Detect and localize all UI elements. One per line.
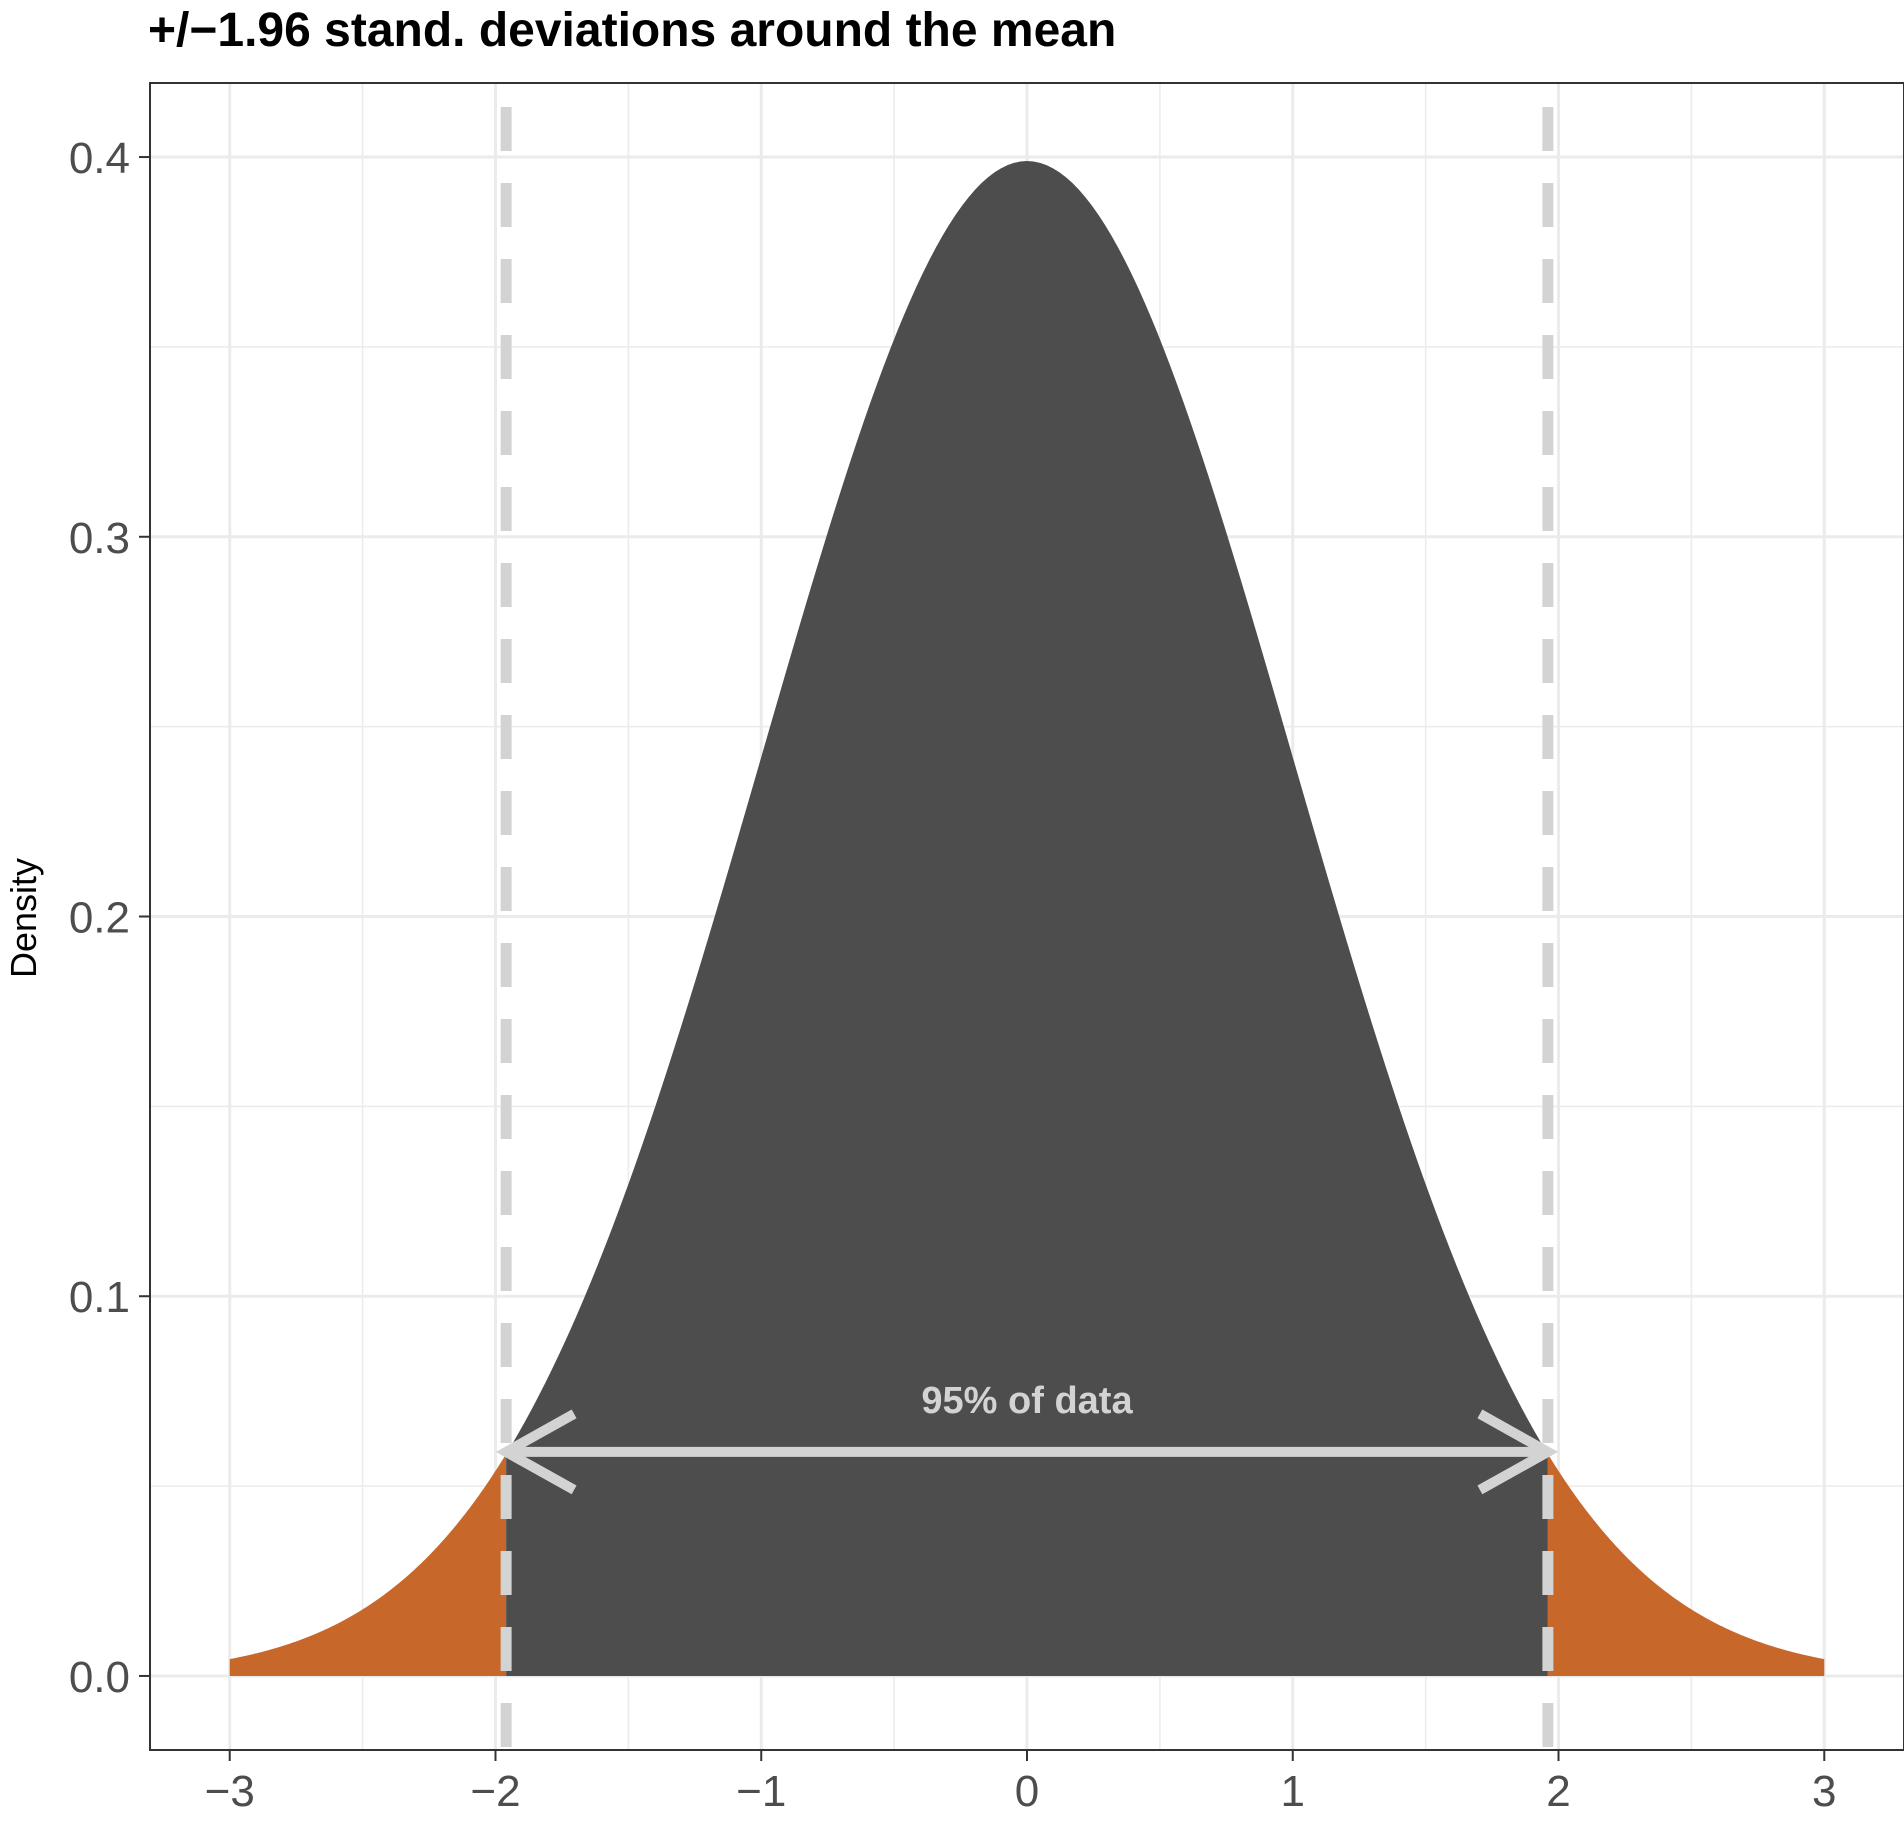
x-tick-label: −1 [736,1767,786,1816]
y-axis-label: Density [3,858,44,978]
y-tick-label: 0.3 [69,514,130,563]
y-axis-ticks: 0.0 0.1 0.2 0.3 0.4 [69,134,150,1702]
y-tick-label: 0.2 [69,894,130,943]
annotation-label: 95% of data [921,1380,1133,1422]
y-tick-label: 0.4 [69,134,130,183]
x-tick-label: 0 [1015,1767,1039,1816]
x-tick-label: −2 [470,1767,520,1816]
arrow-head-left [495,1409,577,1495]
density-area-region [229,1454,507,1676]
x-axis-ticks: −3 −2 −1 0 1 2 3 [205,1750,1837,1816]
density-area-region [1547,1454,1825,1676]
reference-lines [500,107,1554,1750]
y-tick-label: 0.0 [69,1653,130,1702]
arrow-head-right [1477,1409,1559,1495]
double-arrow [495,1409,1559,1495]
y-tick-label: 0.1 [69,1273,130,1322]
x-tick-label: 3 [1812,1767,1836,1816]
annotations: 95% of data [495,1380,1559,1495]
x-tick-label: 2 [1546,1767,1570,1816]
x-tick-label: −3 [205,1767,255,1816]
chart-title: +/−1.96 stand. deviations around the mea… [148,4,1116,57]
density-area-region [506,161,1548,1676]
x-tick-label: 1 [1281,1767,1305,1816]
density-areas [229,161,1825,1676]
